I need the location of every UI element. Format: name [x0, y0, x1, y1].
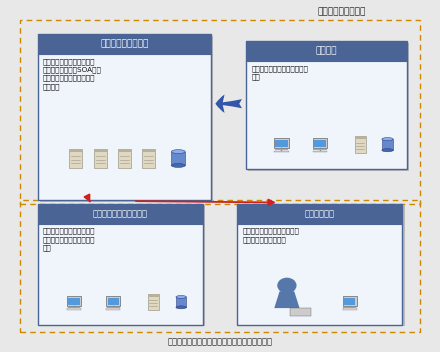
- FancyBboxPatch shape: [67, 307, 80, 308]
- FancyBboxPatch shape: [94, 149, 106, 168]
- FancyBboxPatch shape: [314, 140, 326, 147]
- Ellipse shape: [382, 138, 393, 141]
- Circle shape: [278, 278, 296, 293]
- FancyBboxPatch shape: [40, 36, 213, 202]
- FancyBboxPatch shape: [108, 298, 119, 304]
- FancyBboxPatch shape: [69, 149, 82, 152]
- Text: システム間連携の実現によ
る代理店営向けサービスの
向上: システム間連携の実現によ る代理店営向けサービスの 向上: [43, 228, 95, 251]
- FancyBboxPatch shape: [344, 298, 356, 304]
- Ellipse shape: [382, 149, 393, 152]
- Text: 今回の開発対象範囲: 今回の開発対象範囲: [317, 7, 366, 16]
- Text: 対障害性・信頼性の向上、
監査機能の強化、SOAの実
現、アプリケーション寿命
の長期化: 対障害性・信頼性の向上、 監査機能の強化、SOAの実 現、アプリケーション寿命 …: [43, 58, 102, 90]
- Text: 開発生産性・品質・信頼性の
向上: 開発生産性・品質・信頼性の 向上: [251, 65, 308, 80]
- FancyBboxPatch shape: [239, 205, 405, 326]
- FancyBboxPatch shape: [69, 149, 82, 168]
- Text: 代理店／外部パートナー: 代理店／外部パートナー: [92, 209, 147, 218]
- FancyBboxPatch shape: [312, 151, 327, 152]
- Text: 次期オンライン基盤導入による社内外への影響: 次期オンライン基盤導入による社内外への影響: [168, 338, 272, 347]
- FancyBboxPatch shape: [343, 307, 356, 308]
- FancyBboxPatch shape: [142, 149, 155, 168]
- FancyBboxPatch shape: [148, 294, 158, 310]
- FancyBboxPatch shape: [148, 294, 158, 297]
- FancyBboxPatch shape: [107, 307, 120, 308]
- FancyBboxPatch shape: [313, 149, 326, 150]
- FancyBboxPatch shape: [237, 203, 403, 224]
- FancyBboxPatch shape: [40, 205, 205, 326]
- Ellipse shape: [176, 306, 187, 309]
- FancyBboxPatch shape: [274, 138, 289, 148]
- Polygon shape: [274, 291, 300, 308]
- Ellipse shape: [171, 150, 185, 153]
- FancyBboxPatch shape: [142, 149, 155, 152]
- FancyBboxPatch shape: [290, 308, 311, 316]
- FancyBboxPatch shape: [118, 149, 131, 168]
- FancyBboxPatch shape: [382, 139, 393, 150]
- FancyBboxPatch shape: [106, 308, 121, 310]
- FancyBboxPatch shape: [237, 203, 403, 325]
- FancyBboxPatch shape: [106, 296, 121, 306]
- FancyBboxPatch shape: [67, 308, 81, 310]
- FancyBboxPatch shape: [246, 41, 407, 169]
- FancyBboxPatch shape: [171, 152, 185, 165]
- Text: リッチクライアントによる操
作性・作業効率の向上: リッチクライアントによる操 作性・作業効率の向上: [242, 228, 300, 243]
- FancyBboxPatch shape: [246, 41, 407, 61]
- FancyBboxPatch shape: [118, 149, 131, 152]
- FancyBboxPatch shape: [176, 297, 187, 307]
- Text: 社内システム: 社内システム: [305, 209, 335, 218]
- FancyBboxPatch shape: [274, 151, 289, 152]
- FancyBboxPatch shape: [37, 34, 211, 200]
- FancyBboxPatch shape: [312, 138, 327, 148]
- Ellipse shape: [171, 164, 185, 168]
- FancyBboxPatch shape: [37, 203, 203, 325]
- FancyBboxPatch shape: [275, 149, 288, 150]
- FancyBboxPatch shape: [37, 34, 211, 54]
- Text: 次期オンライン基盤: 次期オンライン基盤: [100, 39, 149, 49]
- Bar: [20, 200, 420, 332]
- FancyBboxPatch shape: [68, 298, 80, 304]
- Bar: [20, 20, 420, 203]
- FancyBboxPatch shape: [343, 308, 357, 310]
- FancyBboxPatch shape: [37, 203, 203, 224]
- FancyBboxPatch shape: [248, 43, 409, 171]
- FancyBboxPatch shape: [343, 296, 357, 306]
- FancyBboxPatch shape: [355, 136, 366, 139]
- FancyBboxPatch shape: [67, 296, 81, 306]
- FancyBboxPatch shape: [355, 136, 366, 153]
- Ellipse shape: [176, 296, 187, 298]
- Text: 開発基盤: 開発基盤: [315, 46, 337, 55]
- FancyBboxPatch shape: [94, 149, 106, 152]
- FancyBboxPatch shape: [275, 140, 287, 147]
